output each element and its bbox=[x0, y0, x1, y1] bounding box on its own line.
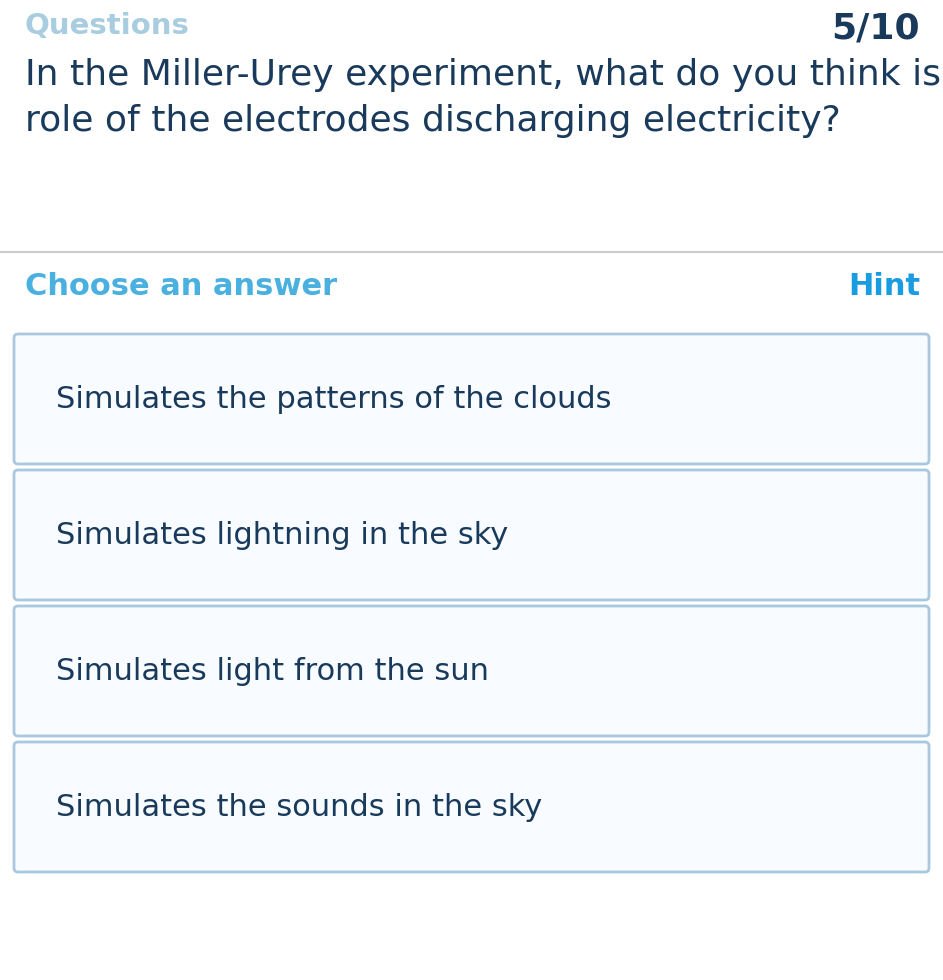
Text: Choose an answer: Choose an answer bbox=[25, 272, 338, 301]
Text: Questions: Questions bbox=[25, 12, 190, 40]
Text: Simulates lightning in the sky: Simulates lightning in the sky bbox=[56, 520, 508, 550]
FancyBboxPatch shape bbox=[14, 334, 929, 464]
Text: Simulates the patterns of the clouds: Simulates the patterns of the clouds bbox=[56, 384, 611, 414]
FancyBboxPatch shape bbox=[14, 742, 929, 872]
Text: Simulates light from the sun: Simulates light from the sun bbox=[56, 657, 489, 685]
Text: Hint: Hint bbox=[848, 272, 920, 301]
FancyBboxPatch shape bbox=[14, 470, 929, 600]
Text: Simulates the sounds in the sky: Simulates the sounds in the sky bbox=[56, 793, 542, 821]
Text: In the Miller-Urey experiment, what do you think is the
role of the electrodes d: In the Miller-Urey experiment, what do y… bbox=[25, 58, 943, 138]
FancyBboxPatch shape bbox=[14, 606, 929, 736]
Text: 5/10: 5/10 bbox=[832, 12, 920, 46]
